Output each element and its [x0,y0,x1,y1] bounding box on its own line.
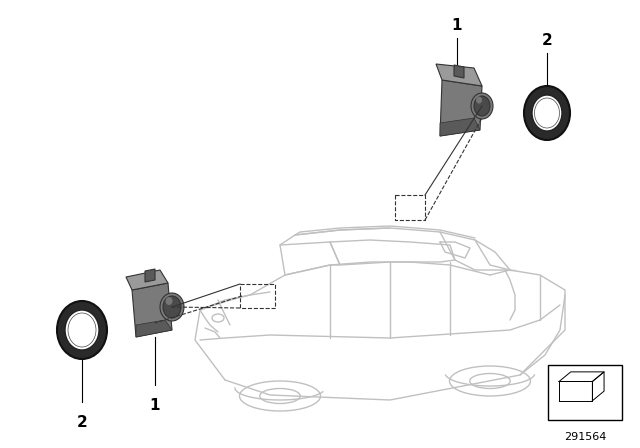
Polygon shape [440,80,482,136]
Polygon shape [145,269,155,282]
Polygon shape [454,65,464,78]
Ellipse shape [166,297,173,305]
Bar [548,365,622,420]
Ellipse shape [476,96,482,103]
Text: 291564: 291564 [564,432,606,442]
Polygon shape [440,118,480,136]
Ellipse shape [471,93,493,119]
Text: 1: 1 [452,18,462,33]
Ellipse shape [163,296,181,318]
Polygon shape [126,270,168,290]
Text: 2: 2 [77,415,88,430]
Polygon shape [436,64,482,86]
Polygon shape [136,320,172,337]
Polygon shape [132,283,172,337]
Ellipse shape [57,301,107,359]
Text: 1: 1 [150,398,160,413]
Ellipse shape [160,293,184,321]
Ellipse shape [474,96,490,116]
Ellipse shape [532,95,562,131]
Ellipse shape [524,86,570,140]
Text: 2: 2 [541,33,552,48]
Ellipse shape [65,310,99,350]
